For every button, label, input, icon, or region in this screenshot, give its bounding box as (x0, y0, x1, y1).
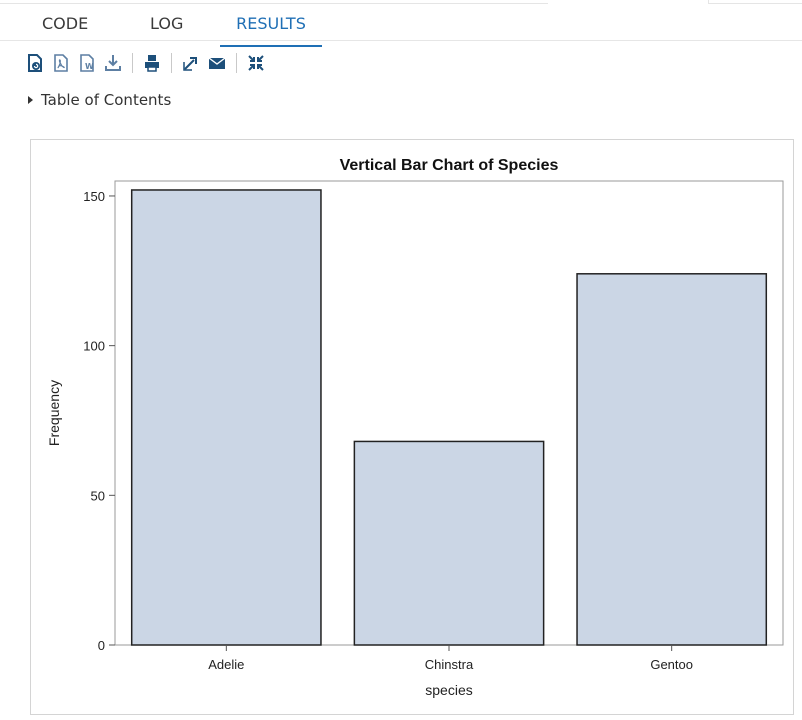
y-tick-label: 100 (83, 339, 105, 354)
top-divider-right (708, 0, 802, 4)
y-tick-label: 0 (98, 638, 105, 653)
download-icon[interactable] (100, 50, 126, 76)
results-toolbar: W (22, 50, 269, 76)
x-tick-label: Chinstra (425, 657, 474, 672)
document-refresh-icon[interactable] (22, 50, 48, 76)
x-tick-label: Gentoo (650, 657, 693, 672)
tab-code[interactable]: CODE (42, 14, 89, 33)
tab-results[interactable]: RESULTS (220, 14, 322, 47)
bar (576, 273, 768, 646)
x-axis-label: species (425, 682, 472, 698)
toc-label: Table of Contents (41, 91, 172, 109)
email-icon[interactable] (204, 50, 230, 76)
collapse-icon[interactable] (243, 50, 269, 76)
x-tick-label: Adelie (208, 657, 244, 672)
chart-panel: Vertical Bar Chart of Species 0 50 100 150 Ad… (30, 139, 794, 715)
y-tick-label: 50 (91, 488, 105, 503)
y-tick-label: 150 (83, 189, 105, 204)
print-icon[interactable] (139, 50, 165, 76)
svg-text:W: W (85, 62, 94, 71)
expand-icon[interactable] (178, 50, 204, 76)
bar (353, 440, 545, 646)
toolbar-divider (236, 53, 237, 73)
bar (130, 189, 322, 646)
caret-right-icon (28, 96, 33, 104)
tab-bar: CODE LOG RESULTS (0, 8, 802, 47)
tab-log[interactable]: LOG (150, 14, 184, 33)
top-divider (0, 0, 548, 4)
chart-title: Vertical Bar Chart of Species (340, 157, 559, 174)
word-export-icon[interactable]: W (74, 50, 100, 76)
table-of-contents-toggle[interactable]: Table of Contents (28, 91, 171, 109)
pdf-export-icon[interactable] (48, 50, 74, 76)
y-axis-label: Frequency (46, 380, 62, 446)
bar-chart: Vertical Bar Chart of Species 0 50 100 150 Ad… (46, 157, 784, 698)
toolbar-divider (132, 53, 133, 73)
toolbar-divider (171, 53, 172, 73)
